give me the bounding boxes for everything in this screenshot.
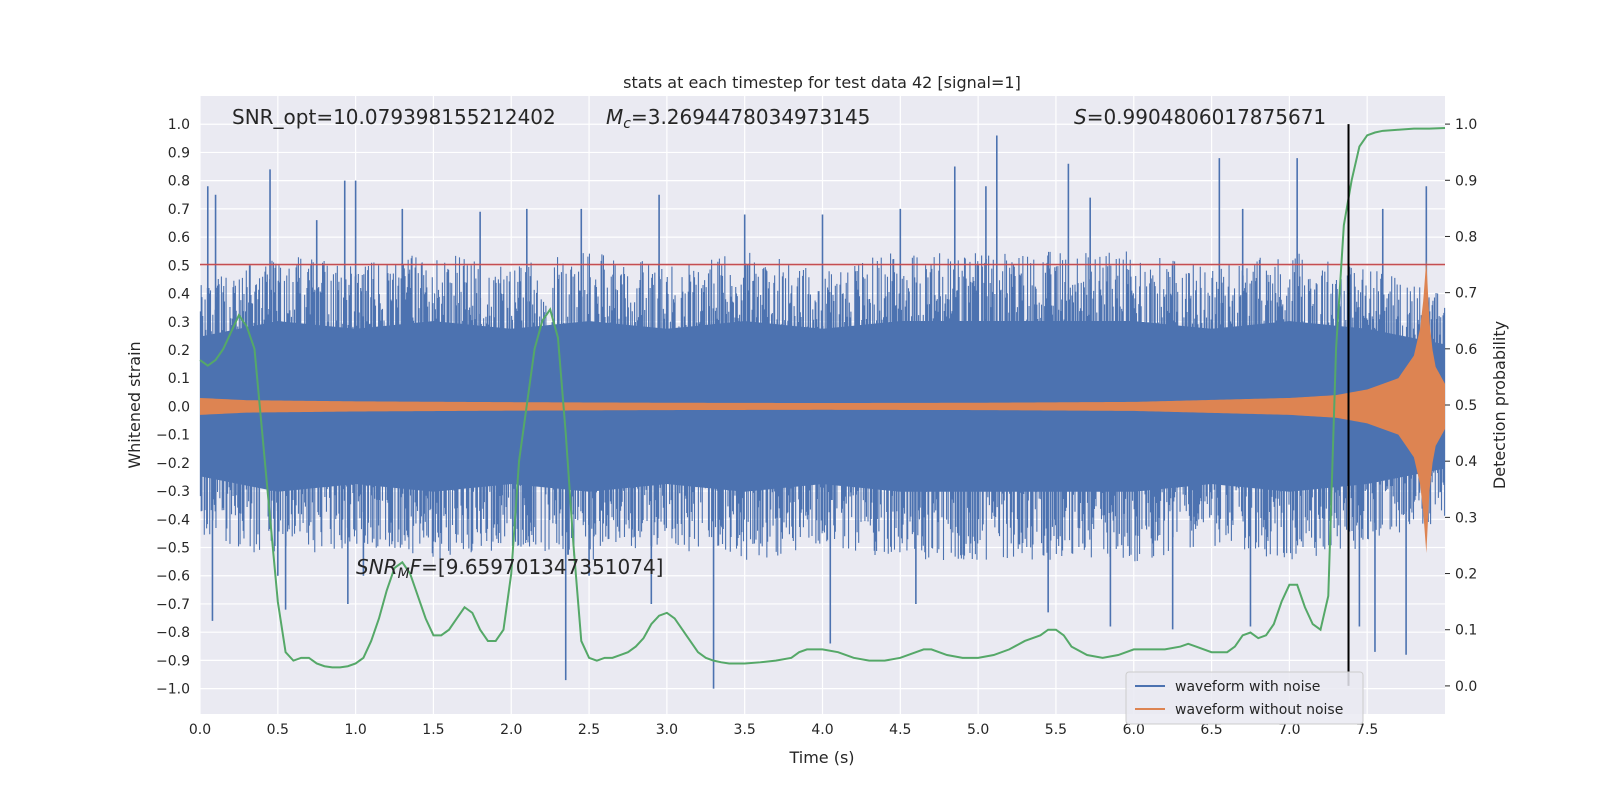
x-tick-label: 1.0	[344, 722, 366, 738]
y-tick-label: −0.6	[156, 569, 190, 585]
y-tick-label: −0.8	[156, 625, 190, 641]
y-tick-label: −0.3	[156, 484, 190, 500]
x-tick-label: 2.5	[578, 722, 600, 738]
y2-tick-label: 0.3	[1455, 510, 1477, 526]
y-tick-label: −0.4	[156, 512, 190, 528]
y2-tick-label: 0.0	[1455, 679, 1477, 695]
y2-tick-label: 0.9	[1455, 173, 1477, 189]
s-statistic-annotation: S=0.9904806017875671	[1074, 105, 1326, 129]
snr-mf-annotation: SNRMF=[9.659701347351074]	[356, 555, 664, 582]
detection-probability-series	[199, 127, 1446, 669]
y-tick-label: 0.8	[168, 174, 190, 190]
chirp-mass-value: =3.2694478034973145	[631, 105, 870, 129]
y-tick-label: 0.5	[168, 258, 190, 274]
s-statistic-value: =0.9904806017875671	[1087, 105, 1326, 129]
legend-label-clean: waveform without noise	[1175, 702, 1343, 718]
x-tick-label: 4.0	[811, 722, 833, 738]
y2-tick-label: 0.1	[1455, 623, 1477, 639]
y-tick-label: −0.2	[156, 456, 190, 472]
y-tick-label: 0.3	[168, 315, 190, 331]
legend: waveform with noise waveform without noi…	[1125, 671, 1364, 725]
waveform-without-noise-series	[200, 259, 1445, 554]
x-tick-label: 7.5	[1356, 722, 1378, 738]
x-tick-label: 1.5	[422, 722, 444, 738]
y-tick-label: −0.1	[156, 428, 190, 444]
x-tick-label: 6.5	[1200, 722, 1222, 738]
y-tick-label: 1.0	[168, 117, 190, 133]
chart-title: stats at each timestep for test data 42 …	[623, 73, 1021, 92]
x-tick-label: 4.5	[889, 722, 911, 738]
y-tick-label: 0.2	[168, 343, 190, 359]
y-tick-label: 0.6	[168, 230, 190, 246]
y2-tick-label: 0.7	[1455, 286, 1477, 302]
x-tick-label: 0.0	[189, 722, 211, 738]
clean-waveform-envelope	[200, 259, 1445, 554]
detection-probability-line	[199, 127, 1446, 669]
y2-tick-label: 0.6	[1455, 342, 1477, 358]
y-tick-label: 0.9	[168, 145, 190, 161]
x-tick-label: 5.5	[1045, 722, 1067, 738]
snr-opt-annotation: SNR_opt=10.079398155212402	[232, 105, 556, 129]
chirp-mass-annotation: Mc=3.2694478034973145	[606, 105, 870, 132]
x-axis-ticks: 0.0 0.5 1.0 1.5 2.0 2.5 3.0 3.5 4.0 4.5 5.0 5.5 6.0 6…	[189, 722, 1378, 738]
y-tick-label: −1.0	[156, 682, 190, 698]
y-tick-label: −0.9	[156, 653, 190, 669]
x-axis-label: Time (s)	[788, 748, 854, 767]
legend-label-noise: waveform with noise	[1175, 679, 1320, 695]
y-axis-ticks: 1.0 0.9 0.8 0.7 0.6 0.5 0.4 0.3 0.2 0.1 0.0 −0.1 −0.…	[156, 117, 190, 697]
y2-tick-label: 0.4	[1455, 454, 1477, 470]
x-tick-label: 2.0	[500, 722, 522, 738]
x-tick-label: 5.0	[967, 722, 989, 738]
y2-tick-label: 0.8	[1455, 229, 1477, 245]
legend-box	[1125, 671, 1364, 725]
y-axis-label: Whitened strain	[125, 341, 144, 468]
x-tick-label: 0.5	[267, 722, 289, 738]
y2-tick-label: 0.2	[1455, 567, 1477, 583]
y-tick-label: 0.1	[168, 371, 190, 387]
y2-axis-ticks: 1.0 0.9 0.8 0.7 0.6 0.5 0.4 0.3 0.2 0.1 0.0	[1445, 117, 1477, 695]
y-tick-label: 0.4	[168, 287, 190, 303]
y-tick-label: 0.7	[168, 202, 190, 218]
y2-tick-label: 1.0	[1455, 117, 1477, 133]
x-tick-label: 7.0	[1278, 722, 1300, 738]
y2-tick-label: 0.5	[1455, 398, 1477, 414]
y-tick-label: −0.5	[156, 541, 190, 557]
x-tick-label: 3.0	[656, 722, 678, 738]
x-tick-label: 3.5	[734, 722, 756, 738]
x-tick-label: 6.0	[1123, 722, 1145, 738]
snr-mf-value: =[9.659701347351074]	[421, 555, 663, 579]
y-tick-label: 0.0	[168, 399, 190, 415]
y2-axis-label: Detection probability	[1490, 321, 1509, 489]
y-tick-label: −0.7	[156, 597, 190, 613]
